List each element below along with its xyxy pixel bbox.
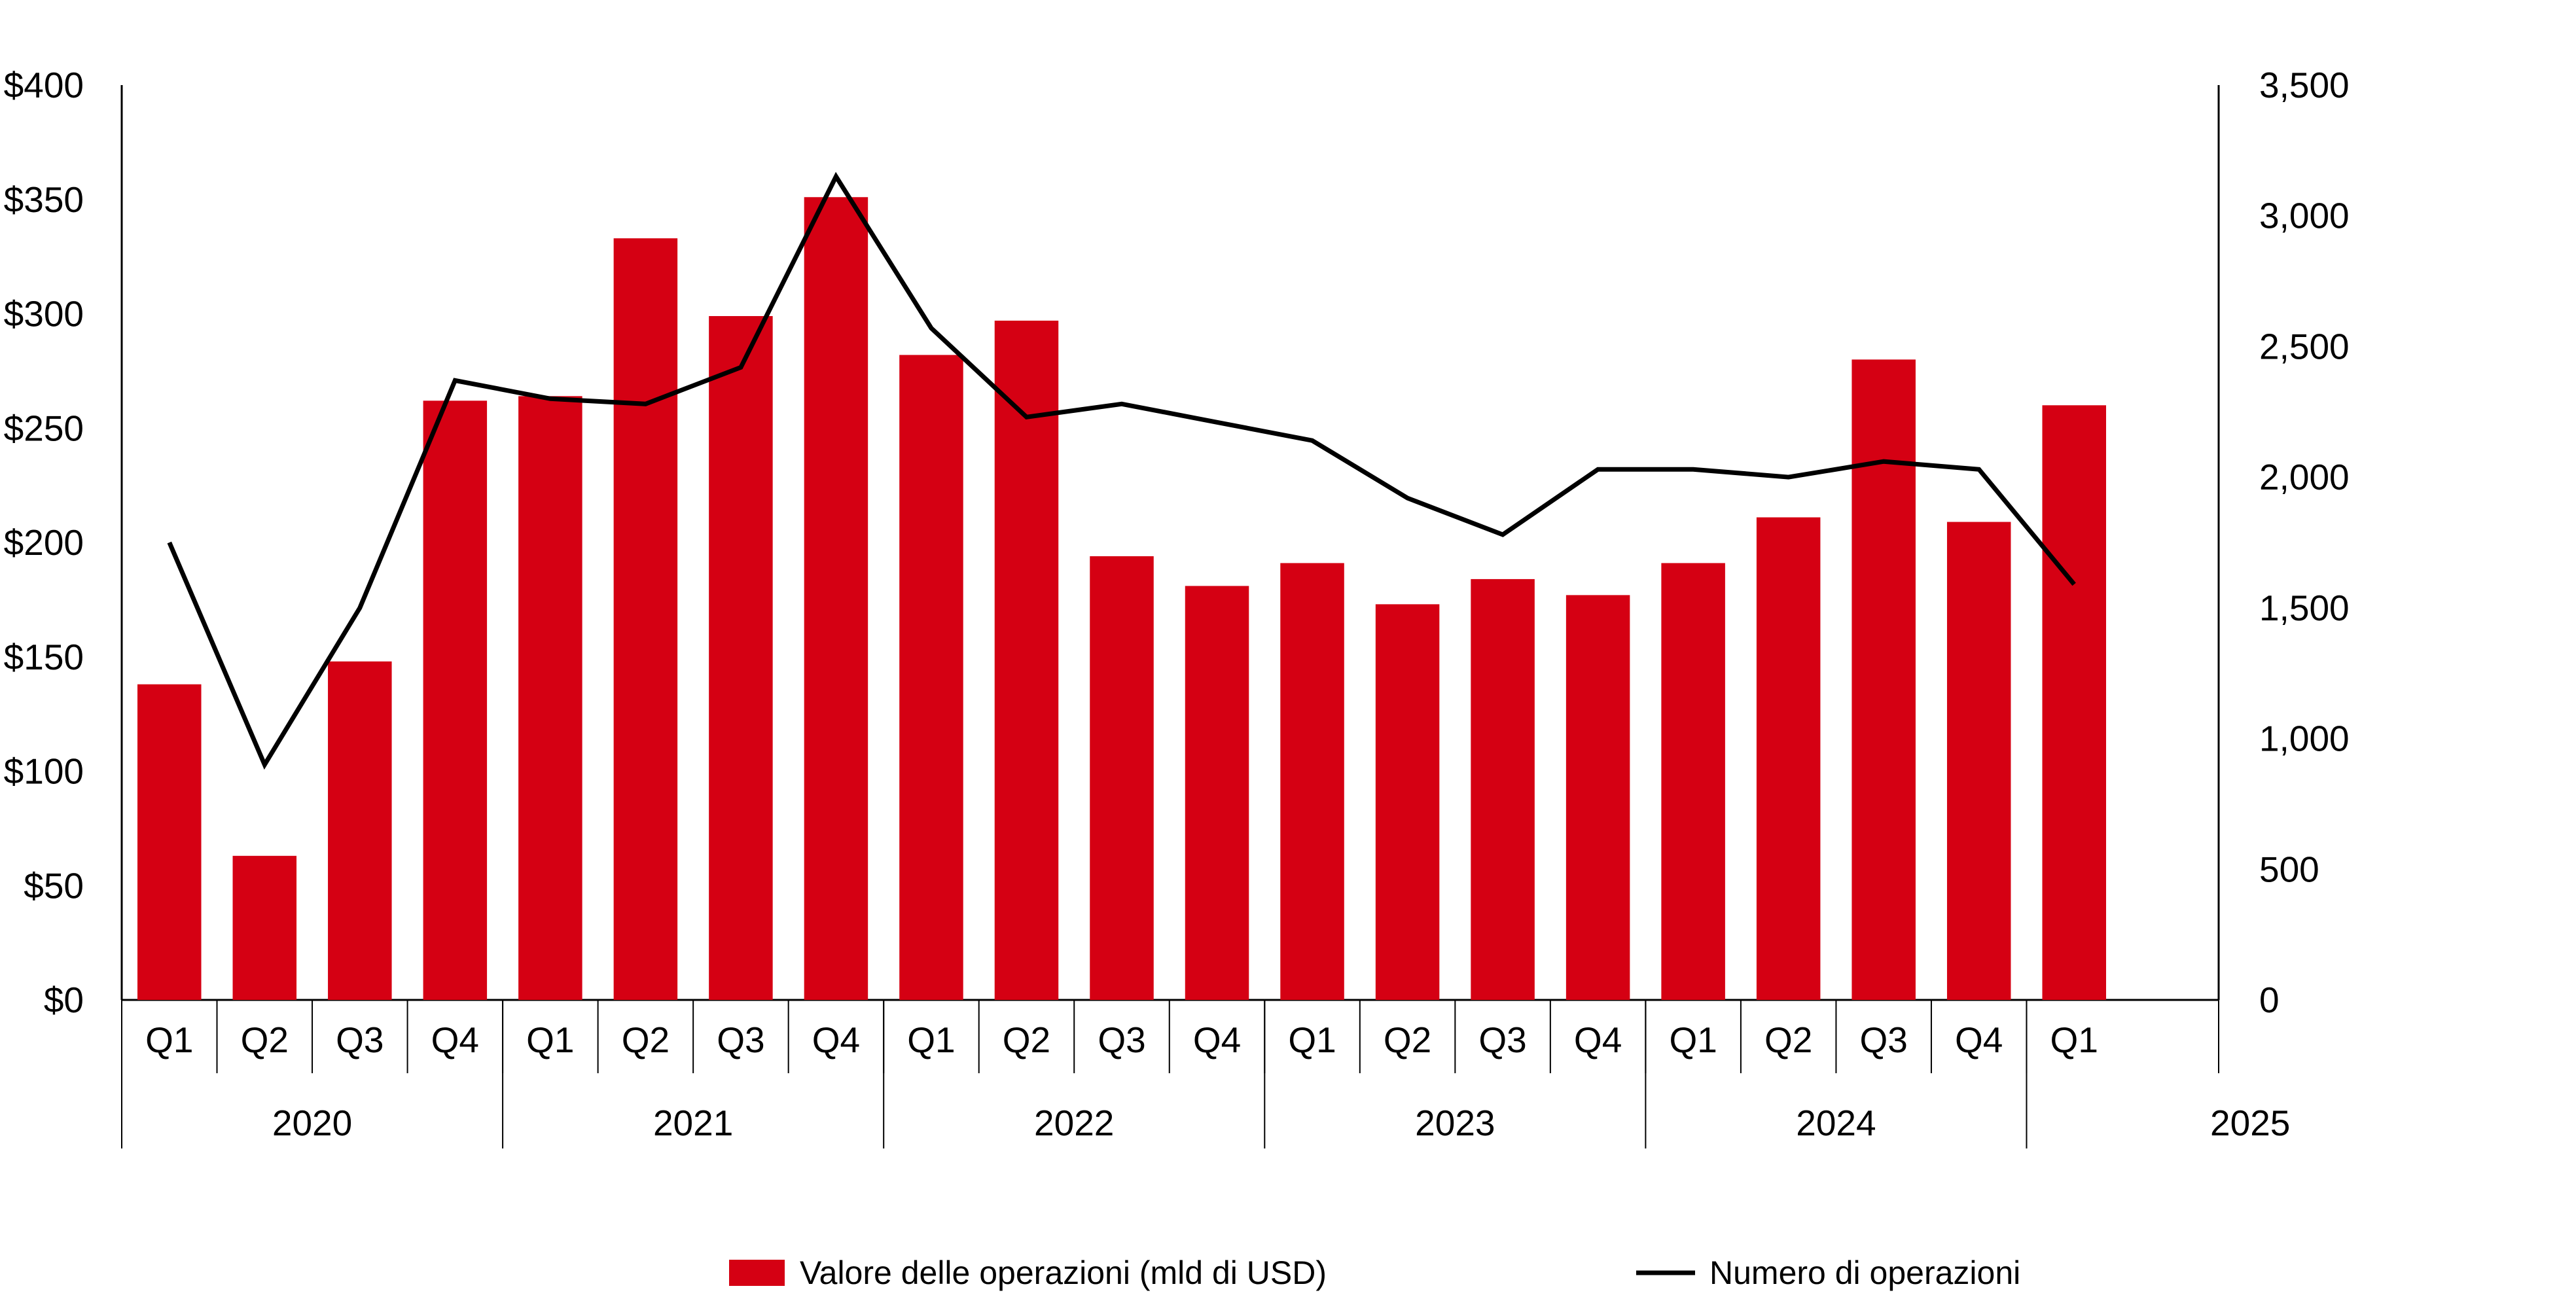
quarter-label: Q1	[145, 1020, 193, 1060]
left-tick-label: $400	[4, 65, 84, 105]
left-tick-label: $0	[44, 980, 84, 1020]
bar	[423, 400, 488, 1000]
quarter-label: Q1	[2050, 1020, 2098, 1060]
year-label: 2020	[272, 1103, 352, 1143]
legend-swatch-bar	[729, 1260, 785, 1286]
legend-label-line: Numero di operazioni	[1709, 1254, 2020, 1291]
bar	[1471, 578, 1535, 1000]
left-tick-label: $350	[4, 179, 84, 220]
bar	[1756, 517, 1821, 1000]
quarter-label: Q3	[1098, 1020, 1145, 1060]
quarter-label: Q1	[526, 1020, 574, 1060]
right-tick-label: 1,000	[2259, 719, 2350, 759]
left-tick-label: $150	[4, 637, 84, 677]
left-axis-ticks: $0 $50 $100 $150 $200 $250 $300 $350 $400	[4, 65, 84, 1020]
quarter-label: Q2	[1003, 1020, 1050, 1060]
x-axis-categories: Q1 Q2 Q3 Q4 Q1 Q2 Q3 Q4 Q1 Q2 Q3 Q4 Q1 Q2 Q3 Q4 Q1 Q2 Q3 Q4…	[121, 1000, 2290, 1148]
year-label: 2024	[1796, 1103, 1876, 1143]
bar	[1565, 595, 1630, 1000]
year-label: 2025	[2210, 1103, 2290, 1143]
quarter-label: Q1	[1669, 1020, 1717, 1060]
bar	[709, 315, 773, 1000]
quarter-label: Q1	[1288, 1020, 1336, 1060]
right-tick-label: 1,500	[2259, 588, 2350, 628]
quarter-label: Q1	[907, 1020, 955, 1060]
quarter-label: Q2	[241, 1020, 289, 1060]
quarter-label: Q3	[717, 1020, 764, 1060]
bar	[328, 661, 392, 1000]
right-tick-label: 2,500	[2259, 326, 2350, 366]
legend: Valore delle operazioni (mld di USD) Num…	[729, 1254, 2020, 1291]
right-tick-label: 3,500	[2259, 65, 2350, 105]
quarter-label: Q4	[431, 1020, 479, 1060]
bar	[2042, 405, 2106, 1000]
bar	[1280, 563, 1344, 1000]
quarter-label: Q3	[1860, 1020, 1908, 1060]
quarter-label: Q4	[812, 1020, 860, 1060]
bar	[1661, 563, 1725, 1000]
left-tick-label: $100	[4, 751, 84, 792]
left-tick-label: $300	[4, 294, 84, 334]
quarter-label: Q2	[1384, 1020, 1431, 1060]
bar	[1375, 604, 1440, 1000]
year-label: 2022	[1034, 1103, 1114, 1143]
quarter-label: Q4	[1955, 1020, 2003, 1060]
right-tick-label: 3,000	[2259, 196, 2350, 236]
bar	[1946, 522, 2011, 1000]
bar	[518, 396, 582, 1000]
year-label: 2021	[653, 1103, 733, 1143]
bar	[137, 684, 202, 1000]
year-label: 2023	[1415, 1103, 1495, 1143]
bar	[613, 238, 678, 1000]
quarter-label: Q3	[336, 1020, 384, 1060]
quarter-label: Q4	[1574, 1020, 1622, 1060]
right-tick-label: 2,000	[2259, 457, 2350, 497]
bar	[1851, 359, 1916, 1000]
series-line	[167, 171, 2076, 770]
bar	[1090, 556, 1154, 1000]
quarter-label: Q3	[1478, 1020, 1526, 1060]
bars	[137, 197, 2106, 1000]
left-tick-label: $250	[4, 408, 84, 448]
left-tick-label: $200	[4, 522, 84, 563]
right-axis-ticks: 0 500 1,000 1,500 2,000 2,500 3,000 3,500	[2259, 65, 2350, 1020]
quarter-label: Q2	[622, 1020, 670, 1060]
right-tick-label: 500	[2259, 849, 2319, 889]
quarter-label: Q2	[1764, 1020, 1812, 1060]
bar	[232, 855, 297, 1000]
bar	[1185, 586, 1249, 1000]
bar	[899, 355, 963, 1000]
left-tick-label: $50	[24, 865, 84, 906]
bar	[994, 320, 1059, 1000]
line-layer	[167, 171, 2076, 770]
right-tick-label: 0	[2259, 980, 2280, 1020]
legend-label-bar: Valore delle operazioni (mld di USD)	[800, 1254, 1327, 1291]
bar	[804, 197, 868, 1000]
quarter-label: Q4	[1193, 1020, 1241, 1060]
